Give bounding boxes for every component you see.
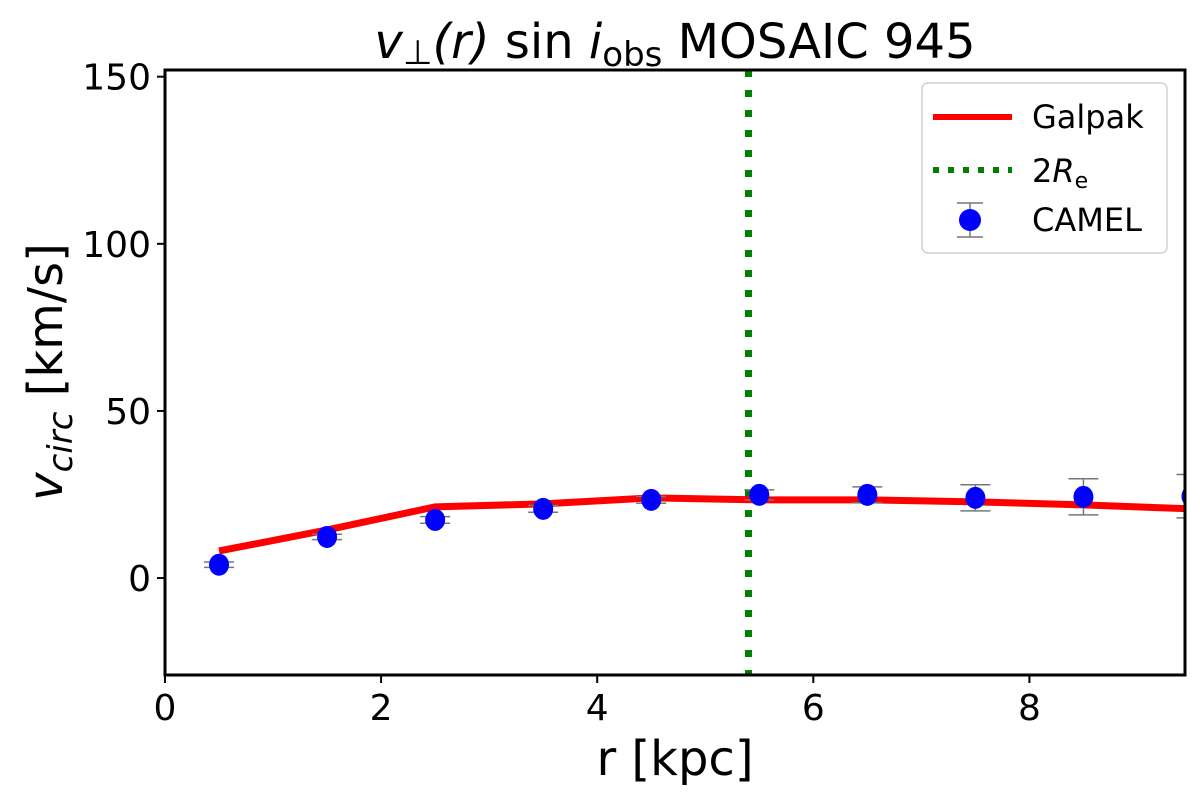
- camel-point: [749, 483, 770, 506]
- y-tick-label: 150: [82, 58, 151, 99]
- y-tick-label: 50: [105, 392, 151, 433]
- x-tick-label: 4: [586, 688, 609, 729]
- plot-frame: [163, 68, 1187, 677]
- camel-point: [857, 483, 878, 506]
- camel-point: [209, 553, 230, 576]
- camel-point: [965, 486, 986, 509]
- legend-camel-swatch: [957, 202, 983, 238]
- galpak-line: [218, 494, 1185, 555]
- camel-point: [1073, 485, 1094, 508]
- y-tick-label: 0: [128, 559, 151, 600]
- x-tick-label: 6: [802, 688, 825, 729]
- camel-point: [533, 497, 554, 520]
- legend-galpak-label: Galpak: [1032, 98, 1144, 136]
- camel-point: [641, 488, 662, 511]
- x-tick-label: 0: [154, 688, 177, 729]
- y-tick-label: 100: [82, 225, 151, 266]
- legend: Galpak 2Re CAMEL: [921, 82, 1168, 254]
- legend-2re-label: 2Re: [1032, 152, 1088, 194]
- x-axis-label: r [kpc]: [596, 731, 753, 787]
- y-axis-label: vcirc [km/s]: [18, 243, 84, 501]
- x-tick-label: 8: [1018, 688, 1041, 729]
- legend-camel-label: CAMEL: [1032, 201, 1142, 239]
- x-tick-label: 2: [370, 688, 393, 729]
- chart-title: v⊥(r) sin iobs MOSAIC 945: [374, 14, 975, 78]
- camel-point: [317, 525, 338, 548]
- camel-point: [425, 508, 446, 531]
